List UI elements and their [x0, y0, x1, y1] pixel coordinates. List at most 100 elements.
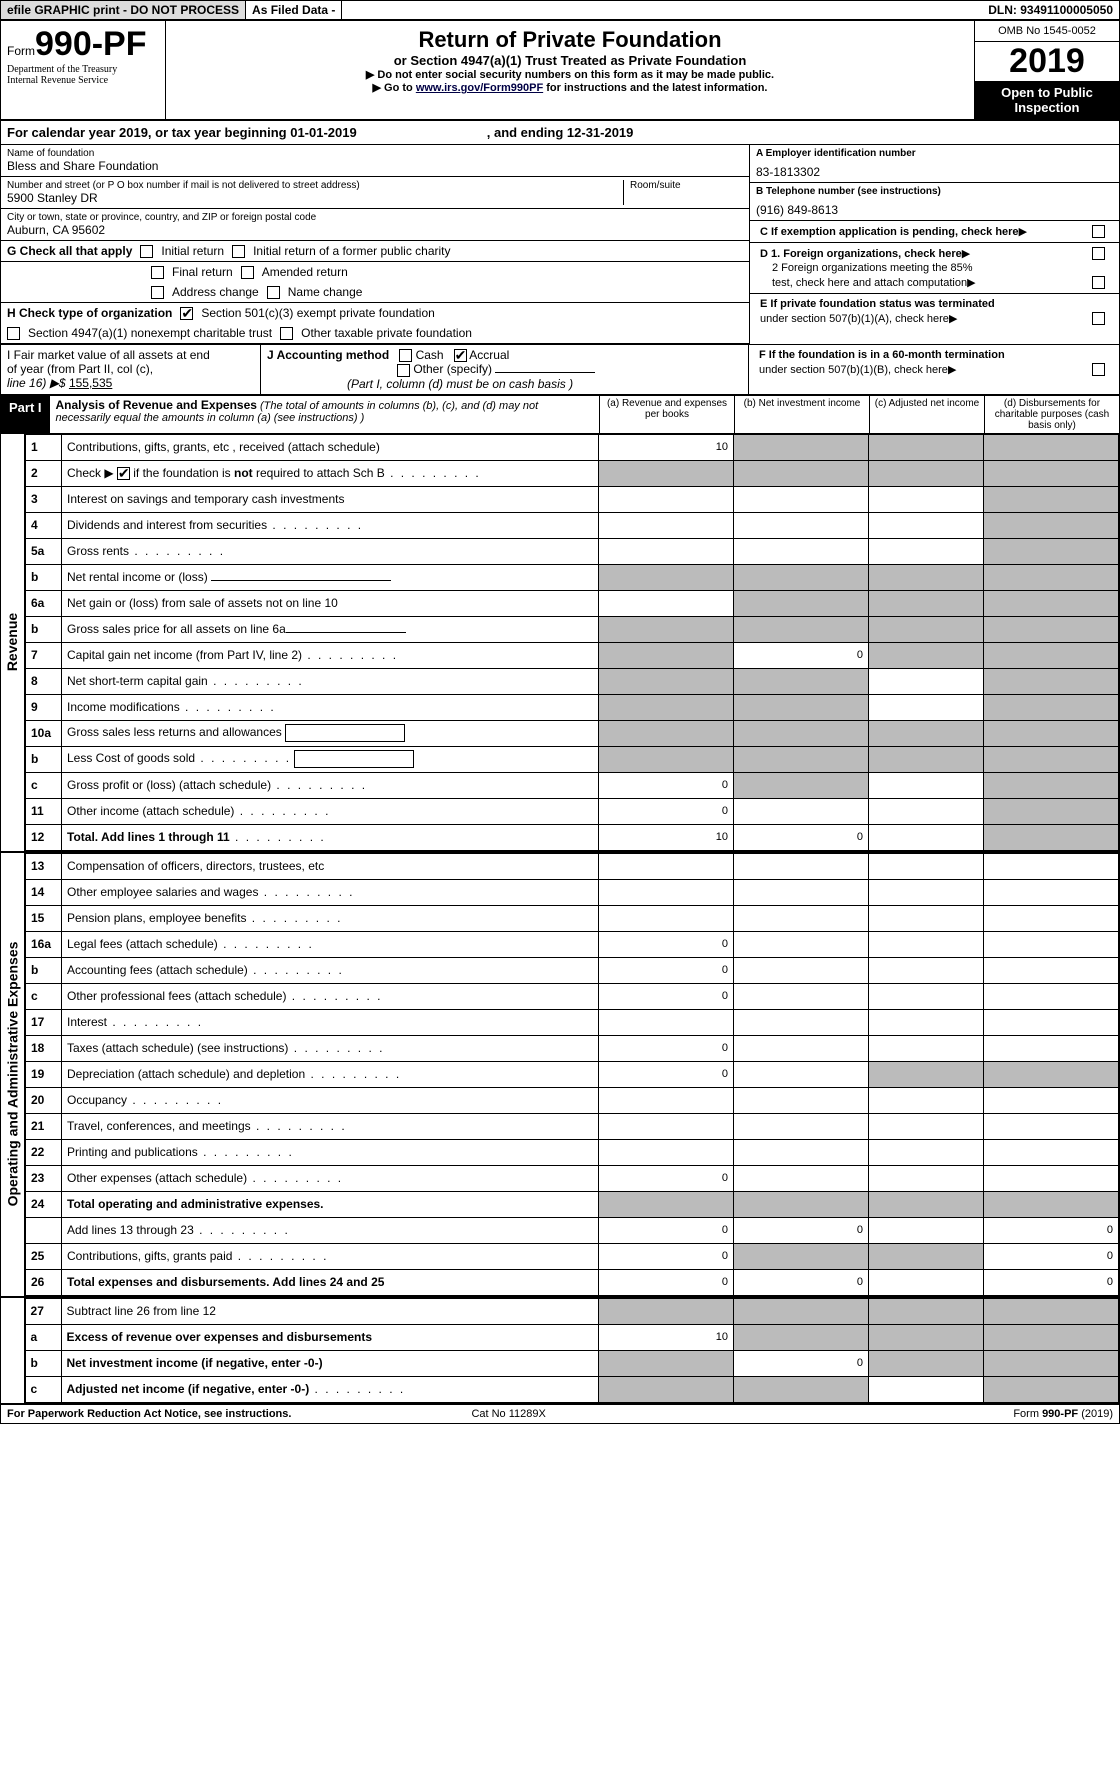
initial-former-checkbox[interactable] — [232, 245, 245, 258]
row-16b: bAccounting fees (attach schedule)0 — [26, 957, 1119, 983]
exemption-pending-checkbox[interactable] — [1092, 225, 1105, 238]
name-cell: Name of foundation Bless and Share Found… — [1, 145, 749, 177]
form-subtitle: or Section 4947(a)(1) Trust Treated as P… — [172, 53, 968, 68]
footer-mid: Cat No 11289X — [471, 1408, 545, 1420]
row-16a: 16aLegal fees (attach schedule)0 — [26, 931, 1119, 957]
row-6a: 6aNet gain or (loss) from sale of assets… — [26, 590, 1119, 616]
col-c-header: (c) Adjusted net income — [869, 396, 984, 433]
efile-notice: efile GRAPHIC print - DO NOT PROCESS — [1, 1, 246, 19]
final-return-checkbox[interactable] — [151, 266, 164, 279]
h-opt2: Section 4947(a)(1) nonexempt charitable … — [28, 326, 272, 340]
row-27a: aExcess of revenue over expenses and dis… — [25, 1324, 1118, 1350]
row-27: 27Subtract line 26 from line 12 — [25, 1298, 1118, 1324]
d-cell: D 1. Foreign organizations, check here▶ … — [750, 243, 1119, 293]
header-left: Form990-PF Department of the Treasury In… — [1, 21, 166, 119]
row-6b: bGross sales price for all assets on lin… — [26, 616, 1119, 642]
row-10a: 10aGross sales less returns and allowanc… — [26, 720, 1119, 746]
j-cash: Cash — [416, 348, 444, 362]
city-label: City or town, state or province, country… — [7, 212, 743, 223]
d2a-label: 2 Foreign organizations meeting the 85% — [772, 262, 973, 274]
net-table: 27Subtract line 26 from line 12 aExcess … — [25, 1298, 1119, 1403]
j-label: J Accounting method — [267, 348, 389, 362]
501c3-checkbox[interactable] — [180, 307, 193, 320]
row-11: 11Other income (attach schedule)0 — [26, 798, 1119, 824]
top-bar: efile GRAPHIC print - DO NOT PROCESS As … — [1, 1, 1119, 21]
omb-number: OMB No 1545-0052 — [975, 21, 1119, 42]
expenses-label: Operating and Administrative Expenses — [1, 853, 25, 1296]
form-prefix: Form — [7, 44, 35, 58]
row-25: 25Contributions, gifts, grants paid00 — [26, 1243, 1119, 1269]
row-19: 19Depreciation (attach schedule) and dep… — [26, 1061, 1119, 1087]
g-opt6: Name change — [288, 285, 363, 299]
foreign-org-checkbox[interactable] — [1092, 247, 1105, 260]
header-mid: Return of Private Foundation or Section … — [166, 21, 974, 119]
dln-label: DLN: 93491100005050 — [982, 1, 1119, 19]
schb-checkbox[interactable] — [117, 467, 130, 480]
other-method-checkbox[interactable] — [397, 364, 410, 377]
part1-label: Part I — [1, 396, 50, 433]
i-l1: I Fair market value of all assets at end — [7, 348, 254, 362]
row-9: 9Income modifications — [26, 694, 1119, 720]
instr2b: for instructions and the latest informat… — [543, 82, 767, 94]
4947a1-checkbox[interactable] — [7, 327, 20, 340]
row-5b: bNet rental income or (loss) — [26, 564, 1119, 590]
other-taxable-checkbox[interactable] — [280, 327, 293, 340]
phone-cell: B Telephone number (see instructions) (9… — [750, 183, 1119, 221]
g-label: G Check all that apply — [7, 244, 132, 258]
room-label: Room/suite — [630, 180, 743, 191]
id-right: A Employer identification number 83-1813… — [749, 145, 1119, 344]
addr-label: Number and street (or P O box number if … — [7, 180, 623, 191]
address-change-checkbox[interactable] — [151, 286, 164, 299]
form-header: Form990-PF Department of the Treasury In… — [1, 21, 1119, 121]
row-7: 7Capital gain net income (from Part IV, … — [26, 642, 1119, 668]
line-i: I Fair market value of all assets at end… — [1, 345, 261, 394]
initial-return-checkbox[interactable] — [140, 245, 153, 258]
row-10c: cGross profit or (loss) (attach schedule… — [26, 772, 1119, 798]
line-f: F If the foundation is in a 60-month ter… — [749, 345, 1119, 394]
asfiled-label: As Filed Data - — [246, 1, 342, 19]
f1-label: F If the foundation is in a 60-month ter… — [759, 349, 1005, 361]
e-cell: E If private foundation status was termi… — [750, 293, 1119, 329]
60month-checkbox[interactable] — [1092, 363, 1105, 376]
dept-treasury: Department of the Treasury — [7, 64, 159, 75]
col-a-header: (a) Revenue and expenses per books — [599, 396, 734, 433]
instr-link[interactable]: www.irs.gov/Form990PF — [416, 82, 543, 94]
e2-label: under section 507(b)(1)(A), check here — [760, 313, 949, 325]
row-13: 13Compensation of officers, directors, t… — [26, 853, 1119, 879]
line-g-row2: Final return Amended return — [1, 262, 749, 282]
row-24: 24Total operating and administrative exp… — [26, 1191, 1119, 1217]
j-note: (Part I, column (d) must be on cash basi… — [347, 377, 573, 391]
revenue-label: Revenue — [1, 434, 25, 851]
amended-return-checkbox[interactable] — [241, 266, 254, 279]
instr-line1: ▶ Do not enter social security numbers o… — [172, 68, 968, 81]
e1-label: E If private foundation status was termi… — [760, 298, 995, 310]
city-cell: City or town, state or province, country… — [1, 209, 749, 241]
row-3: 3Interest on savings and temporary cash … — [26, 486, 1119, 512]
d2b-label: test, check here and attach computation — [772, 277, 967, 289]
h-opt3: Other taxable private foundation — [301, 326, 472, 340]
phone-label: B Telephone number (see instructions) — [756, 186, 941, 197]
row-15: 15Pension plans, employee benefits — [26, 905, 1119, 931]
row-24b: Add lines 13 through 23000 — [26, 1217, 1119, 1243]
open1: Open to Public — [1001, 85, 1093, 100]
f2-label: under section 507(b)(1)(B), check here — [759, 364, 948, 376]
accrual-checkbox[interactable] — [454, 349, 467, 362]
net-section: 27Subtract line 26 from line 12 aExcess … — [1, 1298, 1119, 1405]
revenue-section: Revenue 1Contributions, gifts, grants, e… — [1, 434, 1119, 853]
calyear-end: , and ending 12-31-2019 — [487, 125, 634, 140]
form-number-big: 990-PF — [35, 25, 147, 63]
h-opt1: Section 501(c)(3) exempt private foundat… — [201, 306, 434, 320]
row-26: 26Total expenses and disbursements. Add … — [26, 1269, 1119, 1295]
col-b-header: (b) Net investment income — [734, 396, 869, 433]
line-h-row1: H Check type of organization Section 501… — [1, 303, 749, 323]
row-2: 2Check ▶ if the foundation is not requir… — [26, 460, 1119, 486]
name-change-checkbox[interactable] — [267, 286, 280, 299]
row-12: 12Total. Add lines 1 through 11100 — [26, 824, 1119, 850]
j-accrual: Accrual — [469, 348, 509, 362]
part1-header: Part I Analysis of Revenue and Expenses … — [1, 396, 1119, 434]
status-terminated-checkbox[interactable] — [1092, 312, 1105, 325]
foreign-85-checkbox[interactable] — [1092, 276, 1105, 289]
city-state-zip: Auburn, CA 95602 — [7, 223, 743, 237]
cash-checkbox[interactable] — [399, 349, 412, 362]
j-other: Other (specify) — [413, 362, 492, 376]
